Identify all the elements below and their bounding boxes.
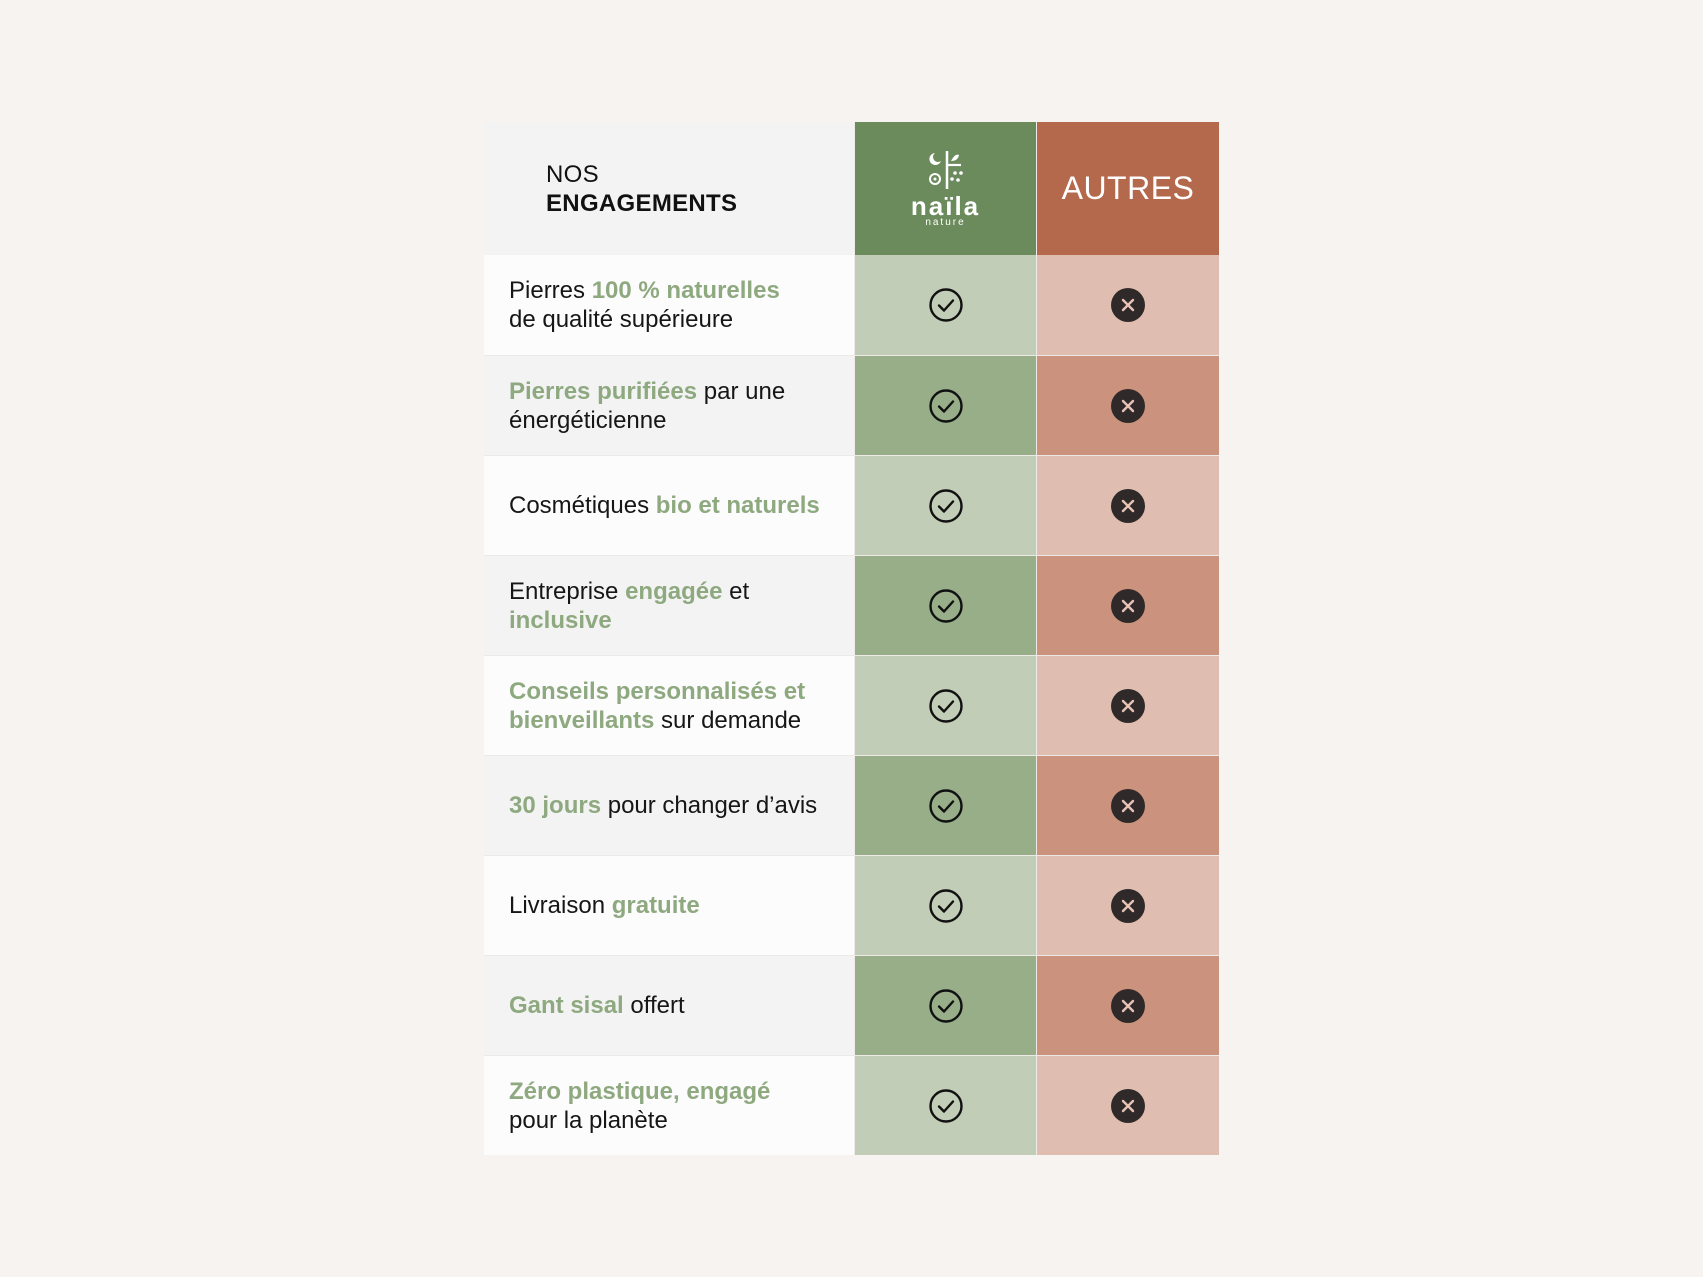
naila-status-cell — [854, 355, 1036, 455]
engagement-label-cell: Pierres 100 % naturelles de qualité supér… — [484, 255, 854, 355]
naila-status-cell — [854, 855, 1036, 955]
title-line-1: NOS — [546, 160, 599, 188]
comparison-table: NOS ENGAGEMENTS naïla na — [484, 122, 1219, 1155]
plain-text: pour changer d’avis — [601, 792, 818, 819]
brand-name: naïla — [910, 190, 981, 221]
engagement-label-cell: Entreprise engagée et inclusive — [484, 555, 854, 655]
engagement-label-cell: Gant sisal offert — [484, 955, 854, 1055]
highlight-text: 100 % naturelles — [591, 277, 780, 304]
autres-status-cell — [1036, 655, 1219, 755]
cross-icon — [1111, 988, 1145, 1023]
plain-text: et — [722, 577, 750, 605]
plain-text: offert — [623, 992, 685, 1019]
cross-icon — [1111, 1088, 1145, 1123]
table-row: Entreprise engagée et inclusive — [484, 555, 1219, 655]
table-row: Pierres purifiées par une énergéticienne — [484, 355, 1219, 455]
plain-text: Pierres — [509, 277, 592, 304]
header-title-cell: NOS ENGAGEMENTS — [484, 122, 854, 255]
autres-status-cell — [1036, 1055, 1219, 1155]
autres-status-cell — [1036, 255, 1219, 355]
page-title: NOS ENGAGEMENTS — [546, 160, 737, 218]
engagement-label-cell: Zéro plastique, engagé pour la planète — [484, 1055, 854, 1155]
plain-text: Cosmétiques — [509, 492, 656, 519]
title-line-2: ENGAGEMENTS — [546, 189, 738, 217]
table-header-row: NOS ENGAGEMENTS naïla na — [484, 122, 1219, 255]
engagement-text: Cosmétiques bio et naturels — [509, 491, 820, 520]
cross-icon — [1111, 488, 1145, 523]
naila-status-cell — [854, 655, 1036, 755]
engagement-label-cell: Livraison gratuite — [484, 855, 854, 955]
autres-status-cell — [1036, 955, 1219, 1055]
check-icon — [928, 1088, 963, 1123]
plain-text: pour la planète — [509, 1106, 668, 1134]
highlight-text: inclusive — [509, 606, 612, 634]
engagement-text: Zéro plastique, engagé pour la planète — [509, 1077, 770, 1135]
engagement-text: Pierres 100 % naturelles de qualité supér… — [509, 276, 780, 334]
naila-status-cell — [854, 555, 1036, 655]
autres-status-cell — [1036, 355, 1219, 455]
autres-column-header: AUTRES — [1036, 122, 1219, 255]
plain-text: sur demande — [654, 706, 802, 734]
check-icon — [928, 288, 963, 322]
engagement-text: Conseils personnalisés et bienveillants s… — [509, 677, 805, 735]
brand-sub: nature — [925, 216, 966, 228]
naila-status-cell — [854, 455, 1036, 555]
highlight-text: Pierres purifiées — [509, 377, 698, 405]
table-row: Cosmétiques bio et naturels — [484, 455, 1219, 555]
engagement-label-cell: 30 jours pour changer d’avis — [484, 755, 854, 855]
table-row: Gant sisal offert — [484, 955, 1219, 1055]
naila-column-header: naïla nature — [854, 122, 1036, 255]
cross-icon — [1111, 388, 1145, 423]
highlight-text: bio et naturels — [655, 492, 820, 519]
cross-icon — [1111, 788, 1145, 823]
highlight-text: engagée — [625, 577, 723, 605]
plain-text: de qualité supérieure — [509, 306, 734, 333]
highlight-text: 30 jours — [509, 792, 602, 819]
engagement-label-cell: Cosmétiques bio et naturels — [484, 455, 854, 555]
check-icon — [928, 888, 963, 923]
cross-icon — [1111, 288, 1145, 322]
highlight-text: bienveillants — [509, 706, 655, 734]
autres-status-cell — [1036, 855, 1219, 955]
check-icon — [928, 588, 963, 623]
plain-text: Livraison — [509, 892, 612, 919]
brand-logo: naïla nature — [911, 149, 980, 229]
plain-text: Entreprise — [509, 577, 626, 605]
engagement-label-cell: Pierres purifiées par une énergéticienne — [484, 355, 854, 455]
check-icon — [928, 388, 963, 423]
engagement-text: 30 jours pour changer d’avis — [509, 791, 817, 820]
engagement-text: Entreprise engagée et inclusive — [509, 577, 749, 635]
cross-icon — [1111, 588, 1145, 623]
autres-title: AUTRES — [1061, 170, 1195, 206]
autres-status-cell — [1036, 755, 1219, 855]
table-row: Zéro plastique, engagé pour la planète — [484, 1055, 1219, 1155]
naila-status-cell — [854, 255, 1036, 355]
leaf-moon-icon — [928, 150, 963, 189]
check-icon — [928, 988, 963, 1023]
naila-status-cell — [854, 755, 1036, 855]
table-row: 30 jours pour changer d’avis — [484, 755, 1219, 855]
plain-text: par une — [697, 377, 786, 405]
table-row: Pierres 100 % naturelles de qualité supér… — [484, 255, 1219, 355]
engagement-text: Pierres purifiées par une énergéticienne — [509, 377, 785, 435]
naila-status-cell — [854, 1055, 1036, 1155]
check-icon — [928, 788, 963, 823]
engagement-label-cell: Conseils personnalisés et bienveillants s… — [484, 655, 854, 755]
engagement-text: Gant sisal offert — [509, 991, 685, 1020]
engagement-text: Livraison gratuite — [509, 891, 700, 920]
naila-status-cell — [854, 955, 1036, 1055]
highlight-text: Gant sisal — [509, 992, 624, 1019]
table-row: Conseils personnalisés et bienveillants s… — [484, 655, 1219, 755]
cross-icon — [1111, 688, 1145, 723]
check-icon — [928, 688, 963, 723]
check-icon — [928, 488, 963, 523]
table-row: Livraison gratuite — [484, 855, 1219, 955]
highlight-text: gratuite — [611, 892, 700, 919]
autres-status-cell — [1036, 555, 1219, 655]
highlight-text: Conseils personnalisés et — [509, 677, 806, 705]
autres-status-cell — [1036, 455, 1219, 555]
cross-icon — [1111, 888, 1145, 923]
highlight-text: Zéro plastique, engagé — [509, 1077, 771, 1105]
plain-text: énergéticienne — [509, 406, 667, 434]
